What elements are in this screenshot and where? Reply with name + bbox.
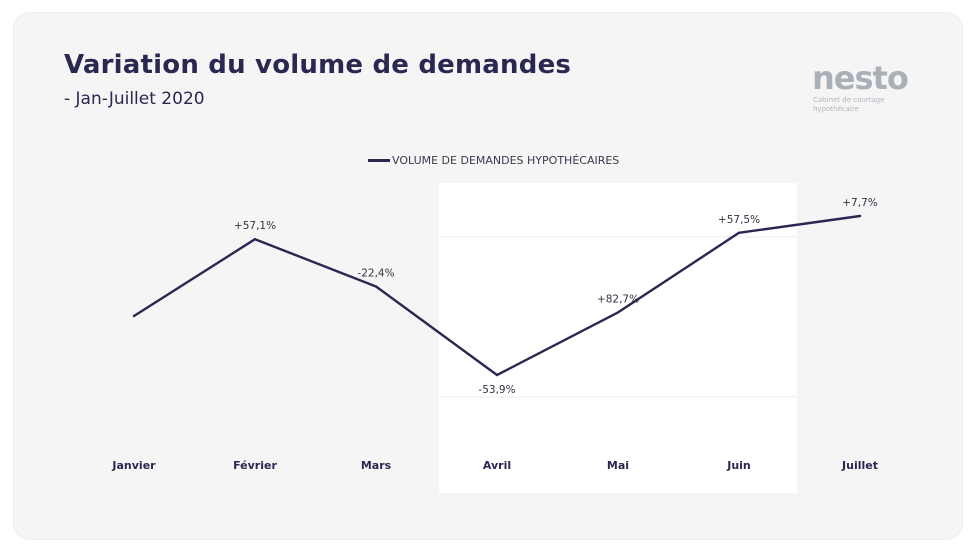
logo-wordmark: nesto	[812, 59, 909, 97]
x-tick-label: Juillet	[841, 459, 878, 472]
legend-line-swatch	[368, 158, 390, 162]
data-label: +82,7%	[597, 293, 639, 305]
data-label: -53,9%	[478, 384, 515, 396]
x-tick-label: Janvier	[111, 459, 156, 472]
chart-subtitle: - Jan-Juillet 2020	[64, 89, 205, 109]
data-point	[374, 285, 378, 288]
data-label: +57,5%	[718, 214, 760, 226]
x-tick-label: Mai	[607, 459, 629, 472]
data-point	[253, 238, 257, 241]
data-point	[616, 311, 620, 314]
x-tick-label: Avril	[483, 459, 511, 472]
chart-legend: VOLUME DE DEMANDES HYPOTHÉCAIRES	[368, 152, 619, 168]
data-point	[495, 373, 499, 377]
x-tick-label: Février	[233, 459, 277, 472]
nesto-logo: nesto Cabinet de courtage hypothécaire	[812, 60, 922, 120]
chart-title: Variation du volume de demandes	[64, 50, 572, 80]
data-label: -22,4%	[357, 268, 394, 280]
data-point	[737, 231, 741, 234]
data-label: +57,1%	[234, 220, 276, 232]
data-label: +7,7%	[842, 197, 877, 209]
x-tick-label: Mars	[361, 459, 392, 472]
data-point	[132, 314, 136, 318]
highlight-panel	[439, 183, 797, 493]
x-tick-label: Juin	[726, 459, 751, 472]
data-point	[858, 214, 862, 218]
logo-tagline: Cabinet de courtage hypothécaire	[813, 96, 885, 113]
legend-label: VOLUME DE DEMANDES HYPOTHÉCAIRES	[392, 153, 620, 167]
